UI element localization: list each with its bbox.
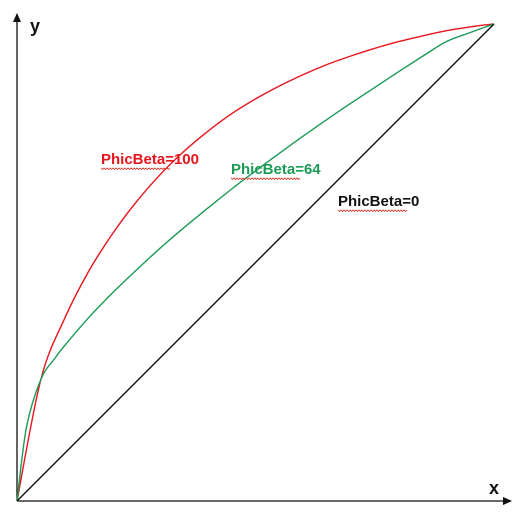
series-label-layer: PhicBeta=100 PhicBeta=64 PhicBeta=0: [100, 151, 419, 213]
series-line-0: [16, 23, 495, 502]
series-line-2: [16, 23, 495, 502]
spellcheck-underline: [337, 209, 408, 213]
x-axis-label: x: [489, 478, 499, 498]
series-layer: [16, 23, 495, 502]
series-label-0: PhicBeta=100: [101, 151, 199, 168]
y-axis-label: y: [30, 16, 40, 36]
series-label-1: PhicBeta=64: [231, 161, 321, 178]
spellcheck-underline: [230, 177, 301, 181]
spellcheck-underline: [100, 167, 171, 171]
series-line-1: [16, 23, 495, 502]
series-label-2: PhicBeta=0: [338, 193, 419, 210]
